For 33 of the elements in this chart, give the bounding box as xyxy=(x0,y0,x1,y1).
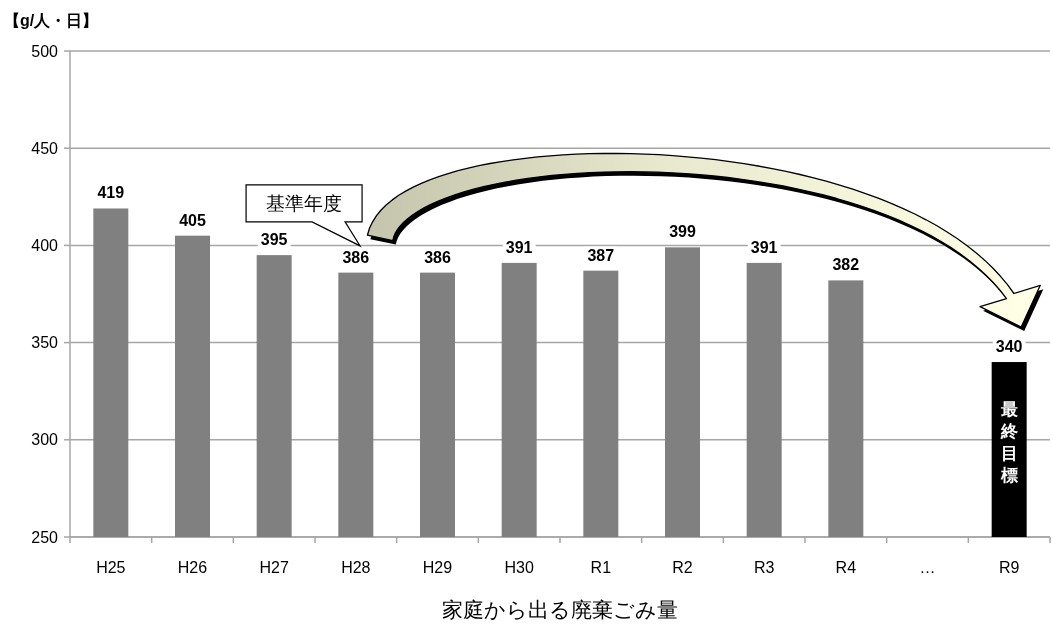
x-tick-label: R4 xyxy=(835,558,857,576)
y-tick-label: 300 xyxy=(31,431,59,449)
data-label: 399 xyxy=(669,223,696,241)
x-tick-label: H28 xyxy=(341,558,371,576)
y-tick-label: 450 xyxy=(31,139,59,157)
data-label: 391 xyxy=(750,238,778,256)
annotation: 最終目標 xyxy=(999,399,1018,485)
data-label: 340 xyxy=(995,338,1023,356)
x-tick-label: … xyxy=(919,558,936,576)
data-label: 386 xyxy=(424,248,451,266)
data-label: 405 xyxy=(179,211,206,229)
x-tick-label: R3 xyxy=(753,558,775,576)
data-label: 382 xyxy=(832,256,860,274)
data-label: 391 xyxy=(505,238,533,256)
x-tick-label: R2 xyxy=(672,558,693,576)
y-tick-label: 350 xyxy=(31,334,59,352)
y-tick-label: 500 xyxy=(31,42,59,60)
x-tick-label: H26 xyxy=(177,558,208,576)
x-tick-label: R1 xyxy=(590,558,612,576)
x-tick-label: H30 xyxy=(504,558,534,576)
y-tick-label: 400 xyxy=(31,236,59,254)
x-tick-label: H29 xyxy=(422,558,453,576)
x-tick-label: R9 xyxy=(998,558,1020,576)
y-tick-label: 250 xyxy=(31,528,59,546)
data-label: 386 xyxy=(342,248,370,266)
data-label: 419 xyxy=(97,184,125,202)
x-tick-label: H27 xyxy=(259,558,289,576)
data-label: 387 xyxy=(587,246,615,264)
x-tick-label: H25 xyxy=(96,558,126,576)
y-axis-title: 【g/人・日】 xyxy=(4,11,99,29)
text: 家庭から出る廃棄ごみ量 xyxy=(442,597,678,621)
data-label: 395 xyxy=(260,231,288,249)
annotation: 基準年度 xyxy=(266,192,343,214)
